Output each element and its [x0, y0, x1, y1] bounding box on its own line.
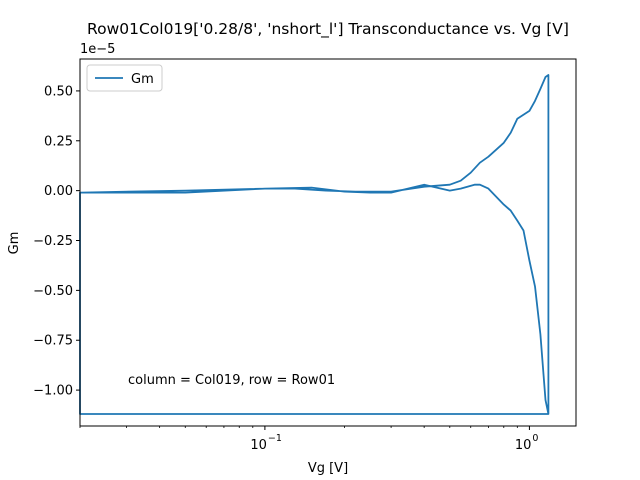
- x-tick-label-1: 10: [515, 438, 532, 453]
- plot-area: [80, 59, 576, 426]
- y-tick-label-5: −0.75: [33, 334, 73, 349]
- y-tick-label-1: 0.25: [44, 134, 73, 149]
- y-multiplier-label: 1e−5: [80, 42, 115, 57]
- legend-label: Gm: [131, 72, 154, 87]
- y-tick-label-0: 0.50: [44, 84, 73, 99]
- x-tick-exponent-0: −1: [268, 433, 282, 444]
- y-axis: 0.50 0.25 0.00 −0.25 −0.50 −0.75 −1.00: [33, 84, 80, 399]
- y-tick-label-3: −0.25: [33, 234, 73, 249]
- y-tick-label-4: −0.50: [33, 284, 73, 299]
- x-axis-label: Vg [V]: [308, 461, 348, 476]
- series-line-0: [79, 74, 550, 415]
- legend: Gm: [86, 64, 163, 92]
- x-axis: 10 −1 10 0: [79, 426, 538, 453]
- series-layer: [79, 74, 550, 415]
- chart-annotation: column = Col019, row = Row01: [128, 373, 335, 388]
- legend-frame: [86, 64, 163, 92]
- x-tick-exponent-1: 0: [532, 433, 538, 444]
- y-tick-label-2: 0.00: [44, 184, 73, 199]
- chart-title: Row01Col019['0.28/8', 'nshort_l'] Transc…: [87, 20, 569, 39]
- x-tick-label-0: 10: [250, 438, 267, 453]
- plot-frame: [79, 58, 577, 427]
- y-tick-label-6: −1.00: [33, 384, 73, 399]
- y-axis-label: Gm: [7, 232, 22, 255]
